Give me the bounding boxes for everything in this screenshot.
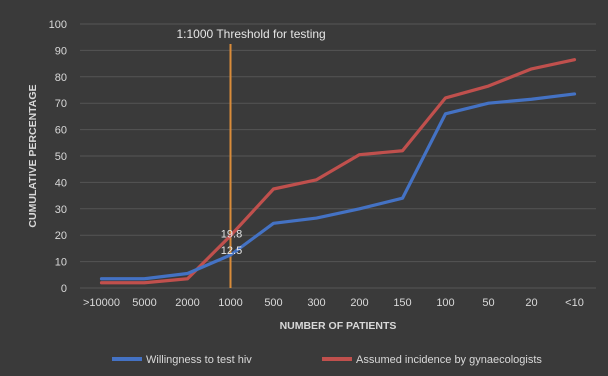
- data-label: 12.5: [221, 245, 242, 257]
- x-axis-ticks: >10000 5000 2000 1000 500 300 200 150 100 50 20 <10: [83, 297, 584, 309]
- y-tick-label: 40: [55, 177, 67, 189]
- y-tick-label: 70: [55, 98, 67, 110]
- grid-lines: [80, 23, 596, 289]
- y-tick-label: 20: [55, 230, 67, 242]
- x-tick-label: 150: [393, 297, 411, 309]
- series-line: [99, 58, 577, 285]
- data-label: 19.8: [221, 229, 242, 241]
- threshold-marker: 1:1000 Threshold for testing: [177, 27, 326, 288]
- y-tick-label: 100: [49, 19, 67, 31]
- x-tick-label: 50: [482, 297, 494, 309]
- y-axis-title: CUMULATIVE PERCENTAGE: [27, 84, 39, 227]
- x-tick-label: >10000: [83, 297, 120, 309]
- y-tick-label: 60: [55, 125, 67, 137]
- threshold-label: 1:1000 Threshold for testing: [177, 27, 326, 41]
- x-tick-label: 2000: [175, 297, 199, 309]
- y-tick-label: 80: [55, 72, 67, 84]
- x-tick-label: 20: [525, 297, 537, 309]
- series-line: [99, 92, 577, 281]
- y-tick-label: 10: [55, 257, 67, 269]
- legend: Willingness to test hiv Assumed incidence…: [112, 354, 542, 366]
- x-tick-label: 100: [436, 297, 454, 309]
- x-axis-title: NUMBER OF PATIENTS: [280, 320, 397, 332]
- x-tick-label: 200: [350, 297, 368, 309]
- y-tick-label: 30: [55, 204, 67, 216]
- x-tick-label: 1000: [218, 297, 242, 309]
- x-tick-label: 5000: [132, 297, 156, 309]
- x-tick-label: <10: [565, 297, 584, 309]
- series-lines: [99, 58, 577, 285]
- y-tick-label: 90: [55, 45, 67, 57]
- y-tick-label: 50: [55, 151, 67, 163]
- x-tick-label: 500: [264, 297, 282, 309]
- legend-label: Willingness to test hiv: [146, 354, 252, 366]
- y-axis-ticks: 0 10 20 30 40 50 60 70 80 90 100: [49, 19, 67, 295]
- legend-label: Assumed incidence by gynaecologists: [356, 354, 542, 366]
- y-tick-label: 0: [61, 283, 67, 295]
- data-labels: 19.8 12.5: [221, 229, 242, 257]
- x-tick-label: 300: [307, 297, 325, 309]
